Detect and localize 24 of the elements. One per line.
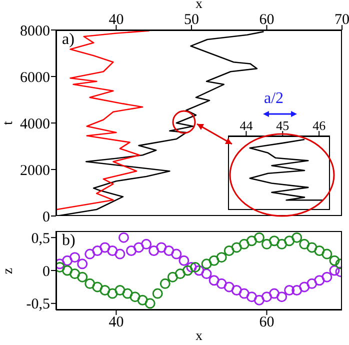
y-tick-label: 2000	[20, 162, 50, 179]
annotation: a/2	[264, 90, 284, 108]
y-tick-label: 6000	[20, 70, 50, 86]
x-tick-label: 60	[259, 12, 274, 28]
y-tick-label: 8000	[20, 23, 50, 40]
annotation: a)	[62, 31, 74, 49]
y-axis-title: t	[1, 120, 17, 127]
y-tick-label: 0	[42, 264, 50, 280]
x-tick-label: 60	[259, 314, 274, 331]
x-tick-label: 50	[184, 12, 199, 28]
x-tick-label: 70	[334, 12, 349, 28]
y-axis-title: z	[1, 266, 17, 276]
x-tick-label: 44	[240, 118, 254, 133]
x-tick-label: 45	[276, 118, 290, 133]
x-tick-label: 40	[108, 314, 124, 331]
x-tick-label: 46	[312, 118, 326, 133]
y-tick-label: 0,5	[31, 230, 50, 247]
y-tick-label: 4000	[20, 116, 50, 132]
y-tick-label: 0	[42, 209, 50, 226]
annotation: b)	[62, 232, 76, 250]
x-axis-title: x	[194, 0, 204, 12]
x-axis-title: x	[194, 329, 204, 344]
y-tick-label: -0,5	[26, 296, 50, 313]
x-tick-label: 40	[108, 12, 124, 28]
